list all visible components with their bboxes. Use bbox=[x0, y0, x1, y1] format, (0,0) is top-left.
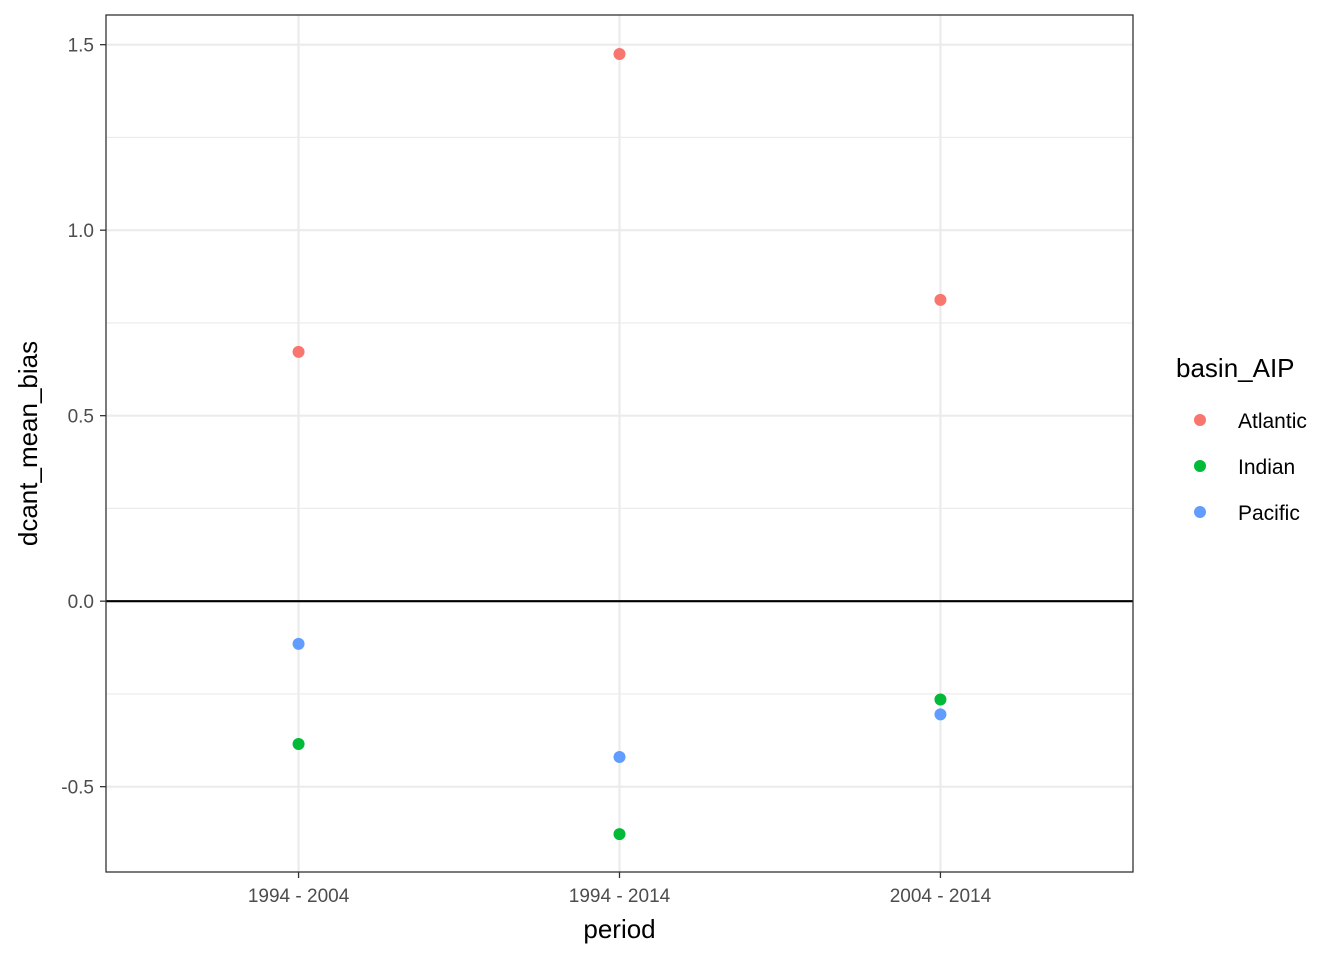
y-tick-label: 0.0 bbox=[68, 592, 94, 613]
point-pacific-2 bbox=[613, 750, 626, 763]
legend-label-indian: Indian bbox=[1238, 456, 1295, 479]
x-axis-title: period bbox=[583, 914, 655, 944]
data-points bbox=[292, 47, 947, 841]
legend-label-atlantic: Atlantic bbox=[1238, 410, 1307, 433]
legend: basin_AIP Atlantic Indian Pacific bbox=[1176, 353, 1307, 525]
grid-lines bbox=[106, 15, 1133, 872]
x-tick-label: 1994 - 2004 bbox=[248, 886, 350, 907]
legend-key-atlantic bbox=[1194, 414, 1206, 426]
point-atlantic-3 bbox=[934, 293, 947, 306]
point-pacific-3 bbox=[934, 708, 947, 721]
point-pacific-1 bbox=[292, 637, 305, 650]
legend-key-pacific bbox=[1194, 506, 1206, 518]
legend-title: basin_AIP bbox=[1176, 353, 1295, 383]
y-axis-title: dcant_mean_bias bbox=[13, 341, 43, 546]
y-tick-label: 0.5 bbox=[68, 407, 94, 428]
y-tick-label: -0.5 bbox=[61, 778, 94, 799]
legend-items: Atlantic Indian Pacific bbox=[1194, 410, 1307, 525]
point-atlantic-1 bbox=[292, 345, 305, 358]
x-tick-label: 1994 - 2014 bbox=[569, 886, 671, 907]
point-indian-2 bbox=[613, 828, 626, 841]
point-indian-1 bbox=[292, 738, 305, 751]
legend-label-pacific: Pacific bbox=[1238, 502, 1300, 525]
y-axis: -0.5 0.0 0.5 1.0 1.5 bbox=[61, 36, 106, 799]
y-tick-label: 1.0 bbox=[68, 221, 94, 242]
x-axis: 1994 - 2004 1994 - 2014 2004 - 2014 bbox=[248, 872, 992, 907]
legend-key-indian bbox=[1194, 460, 1206, 472]
y-tick-label: 1.5 bbox=[68, 36, 94, 57]
point-atlantic-2 bbox=[613, 47, 626, 60]
point-indian-3 bbox=[934, 693, 947, 706]
x-tick-label: 2004 - 2014 bbox=[890, 886, 992, 907]
